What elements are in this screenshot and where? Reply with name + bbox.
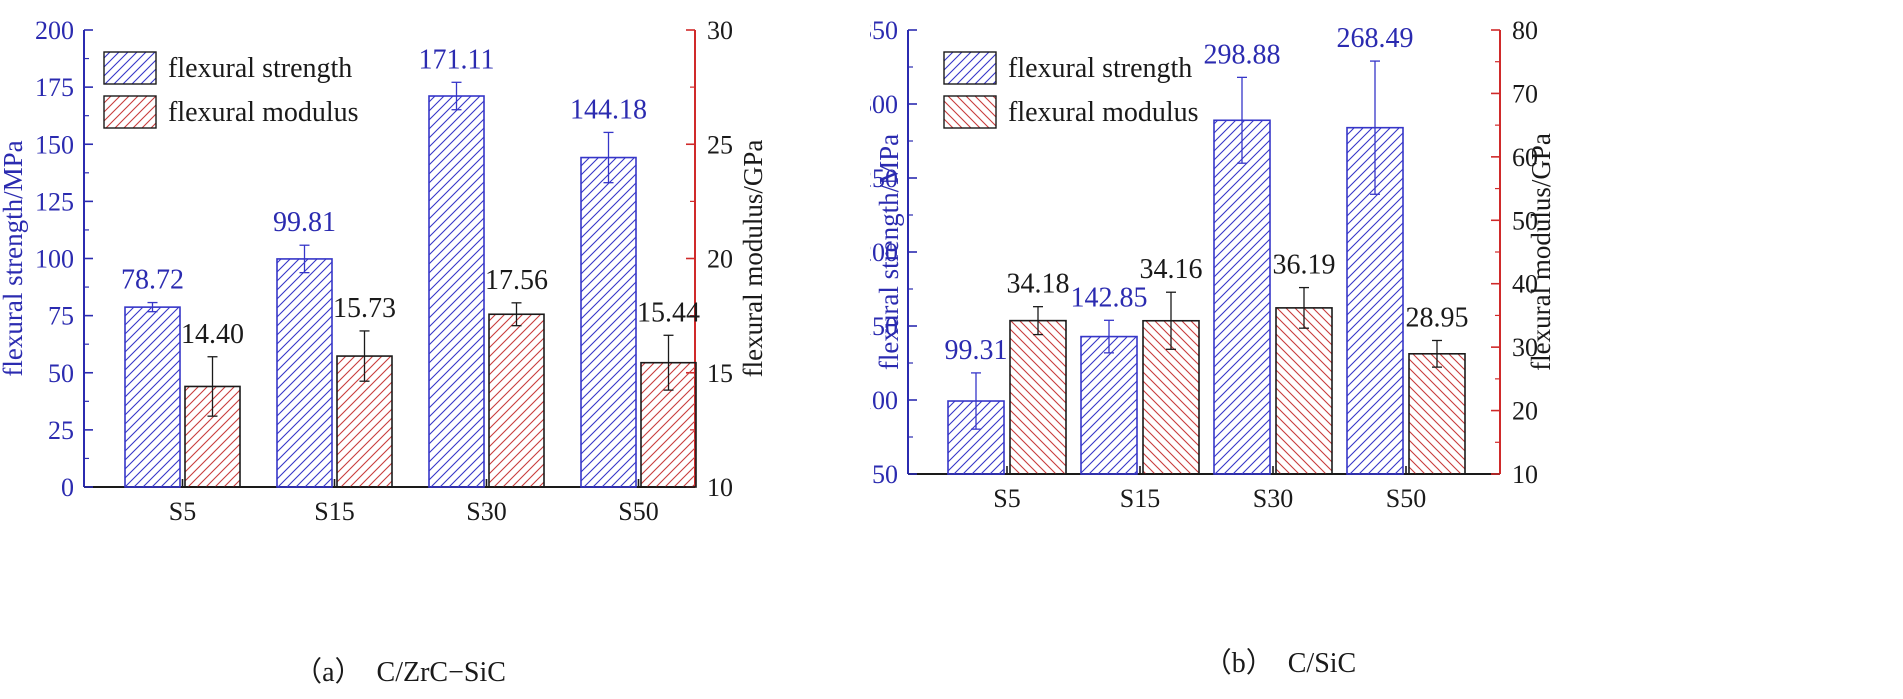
modulus-data-label: 17.56	[485, 265, 548, 296]
modulus-bar	[1275, 307, 1333, 475]
left-tick-label: 25	[48, 416, 74, 445]
modulus-data-label: 36.19	[1273, 250, 1336, 281]
strength-data-label: 99.31	[945, 335, 1008, 366]
right-tick-label: 70	[1512, 79, 1538, 108]
right-axis-title: flexural modulus/GPa	[1526, 133, 1556, 371]
modulus-bar	[1009, 319, 1067, 475]
left-tick-label: 300	[870, 90, 898, 119]
legend-label-strength: flexural strength	[168, 53, 352, 84]
left-tick-label: 50	[48, 359, 74, 388]
strength-bar	[276, 258, 333, 488]
strength-bar	[428, 95, 485, 488]
modulus-data-label: 14.40	[181, 319, 244, 350]
left-tick-label: 350	[870, 16, 898, 45]
modulus-bar	[1408, 353, 1466, 475]
x-tick-label: S15	[314, 497, 354, 526]
x-tick-label: S15	[1120, 484, 1160, 513]
left-tick-label: 250	[870, 164, 898, 193]
right-tick-label: 50	[1512, 206, 1538, 235]
strength-data-label: 99.81	[273, 207, 336, 238]
modulus-data-label: 28.95	[1406, 302, 1469, 333]
right-tick-label: 20	[1512, 397, 1538, 426]
strength-bar	[580, 156, 637, 488]
strength-data-label: 78.72	[121, 265, 184, 296]
modulus-bar	[336, 355, 393, 488]
right-tick-label: 25	[707, 130, 733, 159]
right-tick-label: 30	[707, 16, 733, 45]
strength-data-label: 142.85	[1071, 282, 1148, 313]
modulus-data-label: 34.16	[1140, 254, 1203, 285]
strength-data-label: 171.11	[419, 44, 495, 75]
left-tick-label: 150	[870, 312, 898, 341]
legend-swatch-strength	[103, 51, 157, 85]
chart-a: 0 25 50 75 100 125 150 175 200 10 15 20 25 30 flexural…	[0, 16, 768, 688]
legend-label-strength: flexural strength	[1008, 53, 1192, 84]
left-tick-label: 0	[61, 473, 74, 502]
x-tick-label: S30	[466, 497, 506, 526]
right-tick-label: 10	[707, 473, 733, 502]
legend-swatch-modulus	[943, 95, 997, 129]
modulus-bar	[488, 313, 545, 488]
modulus-data-label: 15.44	[637, 297, 700, 328]
right-tick-label: 10	[1512, 460, 1538, 489]
x-tick-label: S5	[169, 497, 196, 526]
right-tick-label: 30	[1512, 333, 1538, 362]
modulus-data-label: 15.73	[333, 293, 396, 324]
left-tick-label: 100	[35, 245, 74, 274]
strength-data-label: 268.49	[1337, 23, 1414, 54]
legend-swatch-modulus	[103, 95, 157, 129]
left-tick-label: 125	[35, 187, 74, 216]
strength-data-label: 298.88	[1204, 39, 1281, 70]
right-axis-title: flexural modulus/GPa	[738, 140, 768, 378]
chart-b: 50 100 150 200 250 300 350 10 20 30 40 50 60 70 80 flex…	[870, 16, 1556, 679]
strength-bar	[1213, 119, 1271, 475]
left-axis-title: flexural strength/MPa	[874, 134, 904, 370]
figure-caption: （b） C/SiC	[1204, 647, 1356, 679]
x-tick-label: S30	[1253, 484, 1293, 513]
x-tick-label: S5	[993, 484, 1020, 513]
x-tick-label: S50	[618, 497, 658, 526]
left-tick-label: 50	[872, 460, 898, 489]
right-tick-label: 40	[1512, 270, 1538, 299]
right-tick-label: 80	[1512, 16, 1538, 45]
left-tick-label: 200	[870, 238, 898, 267]
left-tick-label: 150	[35, 130, 74, 159]
left-tick-label: 200	[35, 16, 74, 45]
strength-bar	[124, 306, 181, 488]
right-tick-label: 60	[1512, 143, 1538, 172]
left-axis-title: flexural strength/MPa	[0, 140, 28, 376]
modulus-data-label: 34.18	[1007, 269, 1070, 300]
legend-label-modulus: flexural modulus	[1008, 97, 1199, 128]
right-tick-label: 20	[707, 245, 733, 274]
legend-label-modulus: flexural modulus	[168, 97, 359, 128]
right-tick-label: 15	[707, 359, 733, 388]
x-tick-label: S50	[1386, 484, 1426, 513]
left-tick-label: 100	[870, 386, 898, 415]
left-tick-label: 175	[35, 73, 74, 102]
figure-caption: （a） C/ZrC−SiC	[294, 656, 506, 688]
left-tick-label: 75	[48, 302, 74, 331]
strength-bar	[1080, 335, 1138, 475]
legend-swatch-strength	[943, 51, 997, 85]
strength-data-label: 144.18	[570, 94, 647, 125]
